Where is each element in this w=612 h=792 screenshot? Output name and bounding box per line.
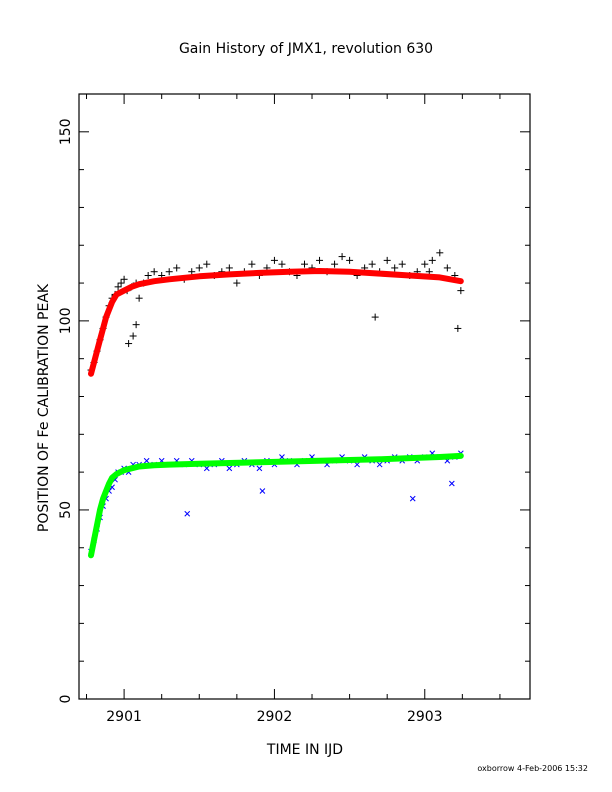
plus-marker bbox=[117, 279, 125, 287]
x-axis-label: TIME IN IJD bbox=[266, 742, 343, 758]
plus-marker bbox=[132, 321, 140, 329]
cross-marker-b bbox=[256, 465, 263, 472]
plus-marker bbox=[443, 264, 451, 272]
fit-curve bbox=[88, 452, 464, 559]
footer-stamp: oxborrow 4-Feb-2006 15:32 bbox=[477, 764, 588, 773]
plus-marker bbox=[346, 256, 354, 264]
plus-marker bbox=[225, 264, 233, 272]
plus-marker bbox=[398, 260, 406, 268]
cross-marker bbox=[184, 510, 191, 517]
cross-marker-b bbox=[226, 465, 233, 472]
x-tick-label: 2902 bbox=[257, 709, 293, 725]
cross-marker-b bbox=[184, 510, 191, 517]
data-marks bbox=[87, 249, 465, 559]
fit-curve bbox=[88, 268, 464, 377]
y-tick-label: 150 bbox=[58, 118, 74, 145]
plus-marker bbox=[173, 264, 181, 272]
y-tick-label: 50 bbox=[58, 501, 74, 519]
cross-marker bbox=[203, 465, 210, 472]
plus-marker bbox=[195, 264, 203, 272]
y-tick-label: 0 bbox=[58, 695, 74, 704]
plus-marker bbox=[114, 283, 122, 291]
cross-marker bbox=[226, 465, 233, 472]
plus-marker bbox=[338, 253, 346, 261]
plus-marker bbox=[368, 260, 376, 268]
plus-marker bbox=[233, 279, 241, 287]
cross-marker-b bbox=[259, 488, 266, 494]
plus-marker bbox=[331, 260, 339, 268]
cross-marker bbox=[448, 480, 455, 487]
plus-marker bbox=[278, 260, 286, 268]
cross-marker bbox=[143, 457, 150, 464]
cross-marker bbox=[354, 461, 360, 468]
plus-marker bbox=[316, 256, 324, 264]
chart-title: Gain History of JMX1, revolution 630 bbox=[179, 41, 433, 57]
plus-marker bbox=[120, 275, 128, 283]
plus-marker bbox=[301, 260, 308, 268]
cross-marker bbox=[259, 488, 266, 494]
plus-marker bbox=[135, 294, 143, 302]
plus-marker bbox=[165, 268, 173, 276]
plus-marker bbox=[150, 268, 158, 276]
plus-marker bbox=[371, 313, 379, 321]
plus-marker bbox=[391, 264, 399, 272]
plot-frame bbox=[78, 93, 531, 700]
cross-marker bbox=[409, 495, 416, 502]
plus-marker bbox=[125, 340, 133, 348]
plus-marker bbox=[436, 249, 444, 257]
plus-marker bbox=[454, 324, 462, 332]
cross-marker bbox=[256, 465, 263, 472]
cross-marker-b bbox=[109, 484, 115, 491]
plus-marker bbox=[428, 256, 436, 264]
axes: 2901 2902 2903 0 50 100 150 bbox=[58, 93, 530, 725]
y-tick-label: 100 bbox=[58, 308, 74, 335]
plus-marker bbox=[383, 256, 391, 264]
plus-marker bbox=[144, 272, 152, 279]
cross-marker-b bbox=[448, 480, 455, 487]
x-tick-label: 2901 bbox=[106, 709, 142, 725]
cross-marker-b bbox=[354, 461, 360, 468]
y-axis-label: POSITION OF Fe CALIBRATION PEAK bbox=[36, 283, 52, 532]
plus-marker bbox=[457, 287, 465, 295]
cross-marker-b bbox=[409, 495, 416, 502]
cross-marker-b bbox=[279, 454, 285, 460]
cross-marker-b bbox=[143, 457, 150, 464]
plus-marker bbox=[248, 260, 256, 268]
plus-marker bbox=[129, 332, 137, 340]
plus-marker bbox=[421, 260, 429, 268]
plus-marker bbox=[203, 260, 211, 268]
cross-marker bbox=[376, 461, 383, 468]
plus-marker bbox=[270, 256, 278, 264]
x-tick-label: 2903 bbox=[407, 709, 443, 725]
cross-marker-b bbox=[203, 465, 210, 472]
cross-marker-b bbox=[376, 461, 383, 468]
